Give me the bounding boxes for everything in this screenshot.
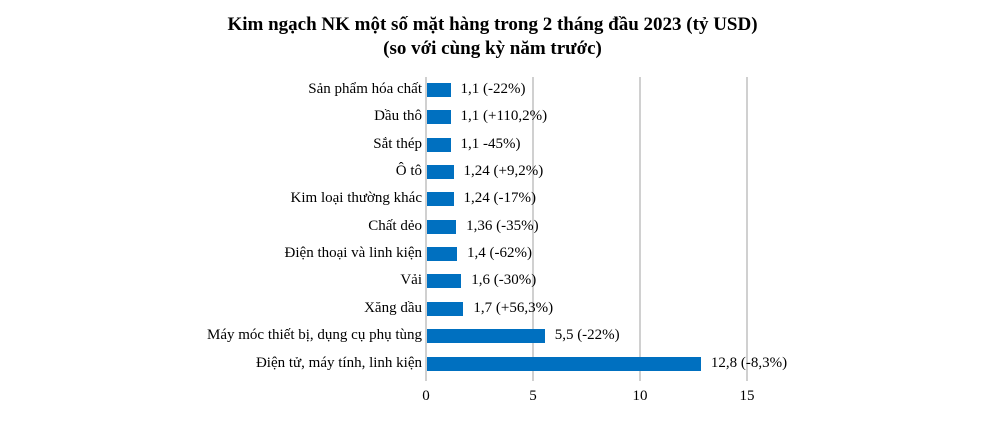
data-label: 1,36 (-35%) (466, 217, 539, 234)
bar-row: Sản phẩm hóa chất 1,1 (-22%) (0, 81, 985, 97)
gridline-5 (532, 77, 534, 381)
bar-row: Vải 1,6 (-30%) (0, 272, 985, 289)
category-label: Sắt thép (373, 135, 422, 152)
bar-row: Điện tử, máy tính, linh kiện 12,8 (-8,3%) (0, 355, 985, 371)
category-label: Điện tử, máy tính, linh kiện (255, 354, 422, 371)
x-tick-10: 10 (632, 388, 648, 404)
data-label: 1,24 (-17%) (463, 190, 537, 207)
bar (427, 356, 701, 371)
bar (427, 110, 451, 125)
x-tick-5: 5 (529, 388, 537, 404)
x-tick-15: 15 (739, 388, 755, 404)
bar (427, 329, 545, 344)
data-label: 1,4 (-62%) (466, 245, 532, 262)
category-label: Máy móc thiết bị, dụng cụ phụ tùng (207, 327, 422, 344)
bar-row: Máy móc thiết bị, dụng cụ phụ tùng 5,5 (-… (0, 327, 985, 344)
bar (427, 247, 457, 262)
bar (427, 301, 464, 316)
gridline-0 (425, 77, 427, 381)
bar-row: Dầu thô 1,1 (+110,2%) (0, 108, 985, 125)
bar-row: Kim loại thường khác 1,24 (-17%) (0, 190, 985, 207)
chart-subtitle: (so với cùng kỳ năm trước) (383, 38, 602, 59)
bar (427, 192, 454, 207)
data-label: 12,8 (-8,3%) (710, 354, 788, 371)
category-label: Chất dẻo (368, 217, 422, 234)
chart-title: Kim ngạch NK một số mặt hàng trong 2 thá… (227, 14, 758, 35)
category-label: Vải (400, 272, 422, 289)
category-label: Ô tô (395, 163, 422, 180)
bar (427, 137, 451, 152)
data-label: 1,1 -45%) (460, 135, 521, 152)
category-label: Dầu thô (374, 108, 422, 125)
category-label: Sản phẩm hóa chất (308, 81, 422, 97)
bar-row: Chất dẻo 1,36 (-35%) (0, 218, 985, 234)
bar (427, 165, 454, 180)
data-label: 1,1 (-22%) (460, 81, 526, 97)
x-tick-0: 0 (422, 388, 430, 404)
bar-row: Ô tô 1,24 (+9,2%) (0, 163, 985, 180)
data-label: 1,24 (+9,2%) (463, 163, 544, 180)
bar (427, 219, 457, 234)
gridline-10 (639, 77, 641, 381)
bar (427, 83, 451, 97)
data-label: 1,1 (+110,2%) (460, 108, 548, 125)
category-label: Xăng dầu (364, 299, 422, 316)
bar-row: Điện thoại và linh kiện 1,4 (-62%) (0, 245, 985, 262)
gridline-15 (746, 77, 748, 381)
bar-row: Xăng dầu 1,7 (+56,3%) (0, 300, 985, 316)
data-label: 1,6 (-30%) (471, 272, 537, 289)
category-label: Điện thoại và linh kiện (284, 245, 422, 262)
data-label: 5,5 (-22%) (554, 327, 620, 344)
bar-row: Sắt thép 1,1 -45%) (0, 136, 985, 152)
data-label: 1,7 (+56,3%) (473, 299, 554, 316)
category-label: Kim loại thường khác (290, 190, 422, 207)
bar (427, 274, 462, 289)
